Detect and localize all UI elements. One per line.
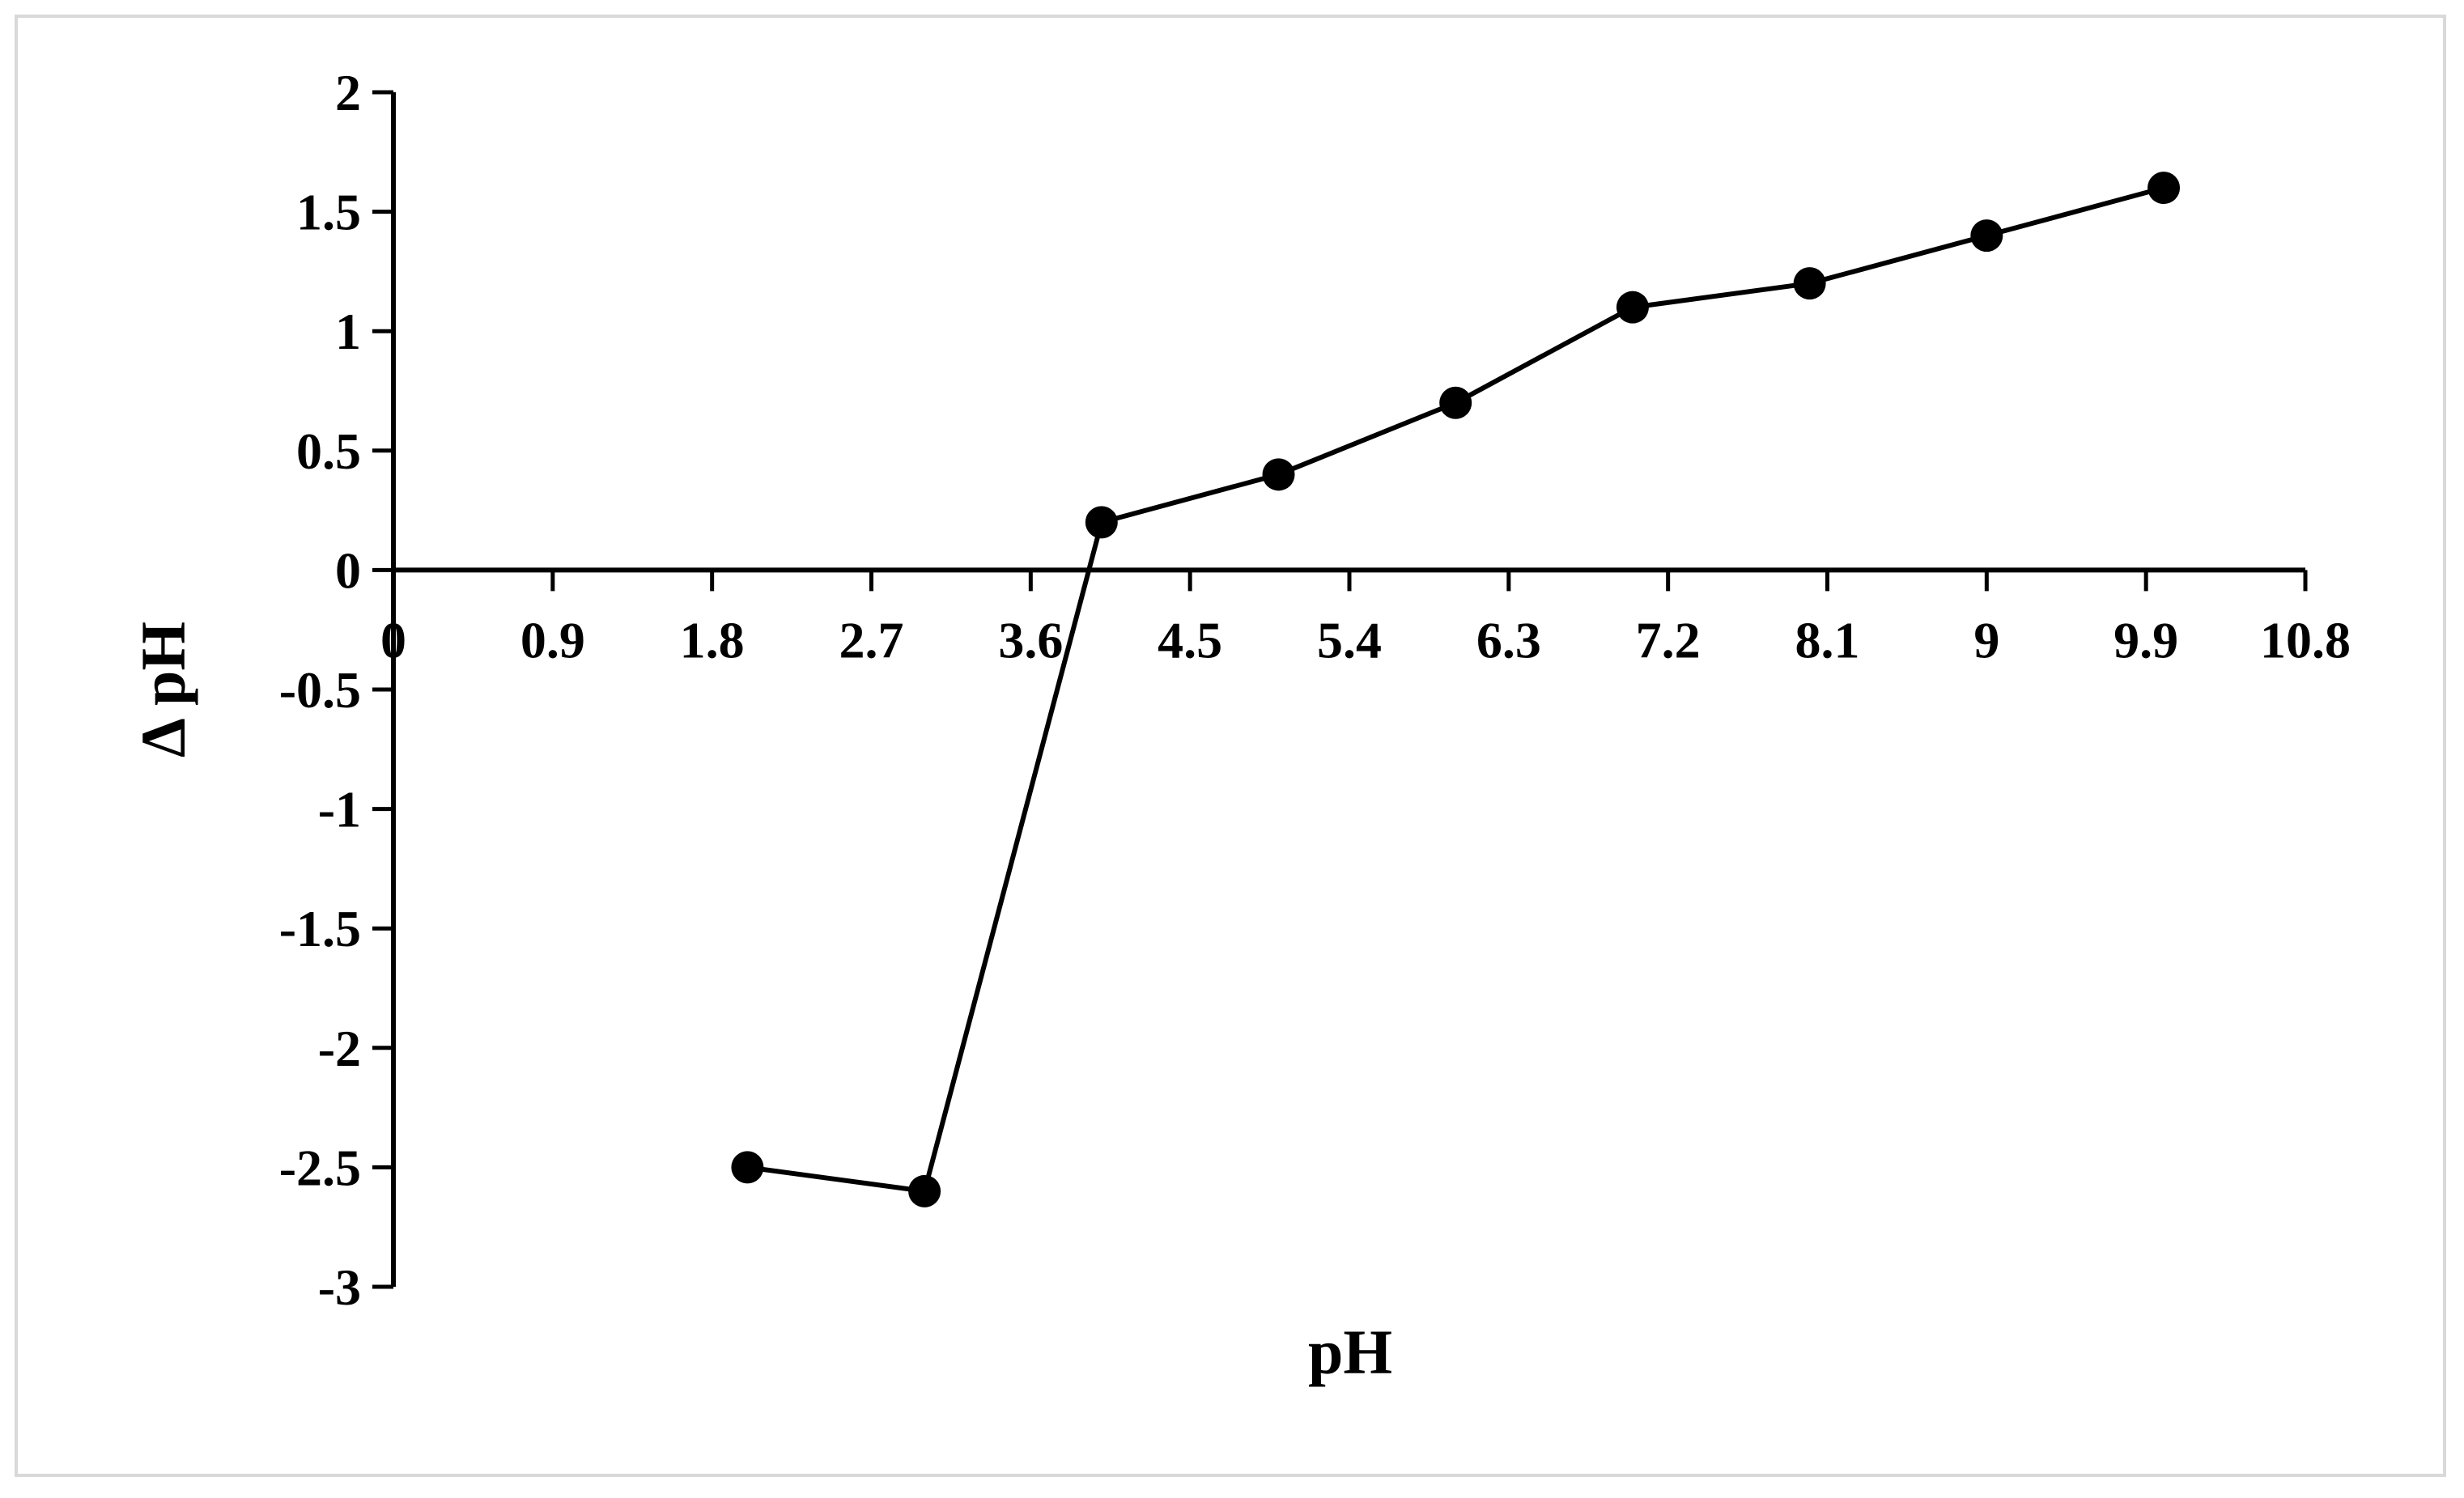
axes — [372, 90, 2308, 1289]
x-tick-label: 5.4 — [1317, 611, 1382, 668]
x-tick-label: 4.5 — [1158, 611, 1222, 668]
y-axis-title: Δ pH — [128, 622, 198, 757]
y-tick-label: -3 — [318, 1258, 361, 1316]
y-tick-label: -0.5 — [279, 661, 361, 719]
x-tick-label: 6.3 — [1476, 611, 1541, 668]
y-tick-label: 0.5 — [296, 422, 361, 480]
y-tick-labels: 2 1.5 1 0.5 0 -0.5 -1 -1.5 -2 -2.5 -3 — [279, 64, 361, 1316]
y-tick-label: 1 — [335, 303, 361, 360]
data-point — [1085, 506, 1118, 539]
data-point — [1970, 219, 2003, 252]
x-tick-labels: 0 0.9 1.8 2.7 3.6 4.5 5.4 6.3 7.2 8.1 9 9.9 10.8 — [380, 611, 2351, 668]
y-tick-label: -2.5 — [279, 1139, 361, 1196]
series — [731, 172, 2181, 1207]
series-points — [731, 172, 2181, 1207]
x-tick-label: 7.2 — [1636, 611, 1701, 668]
x-tick-label: 8.1 — [1795, 611, 1860, 668]
chart-frame — [15, 15, 2446, 1477]
x-tick-marks — [391, 570, 2308, 592]
x-tick-label: 2.7 — [839, 611, 904, 668]
y-tick-label: -1.5 — [279, 900, 361, 957]
data-point — [1616, 291, 1649, 324]
x-tick-label: 0.9 — [520, 611, 585, 668]
y-tick-marks — [372, 90, 393, 1289]
y-tick-label: 2 — [335, 64, 361, 121]
x-tick-label: 9 — [1973, 611, 1999, 668]
y-tick-label: 1.5 — [296, 184, 361, 241]
x-tick-label: 9.9 — [2114, 611, 2178, 668]
series-line — [746, 185, 2164, 1194]
data-point — [731, 1151, 764, 1184]
data-point — [1262, 458, 1295, 491]
y-tick-label: 0 — [335, 541, 361, 599]
data-point — [1439, 386, 1472, 419]
x-tick-label: 10.8 — [2260, 611, 2351, 668]
data-point — [2148, 172, 2181, 205]
data-point — [908, 1174, 941, 1207]
x-tick-label: 0 — [380, 611, 406, 668]
y-tick-label: -2 — [318, 1020, 361, 1077]
y-tick-label: -1 — [318, 781, 361, 838]
x-tick-label: 1.8 — [680, 611, 745, 668]
x-axis-title: pH — [1308, 1317, 1392, 1387]
x-tick-label: 3.6 — [998, 611, 1063, 668]
data-point — [1793, 267, 1826, 300]
